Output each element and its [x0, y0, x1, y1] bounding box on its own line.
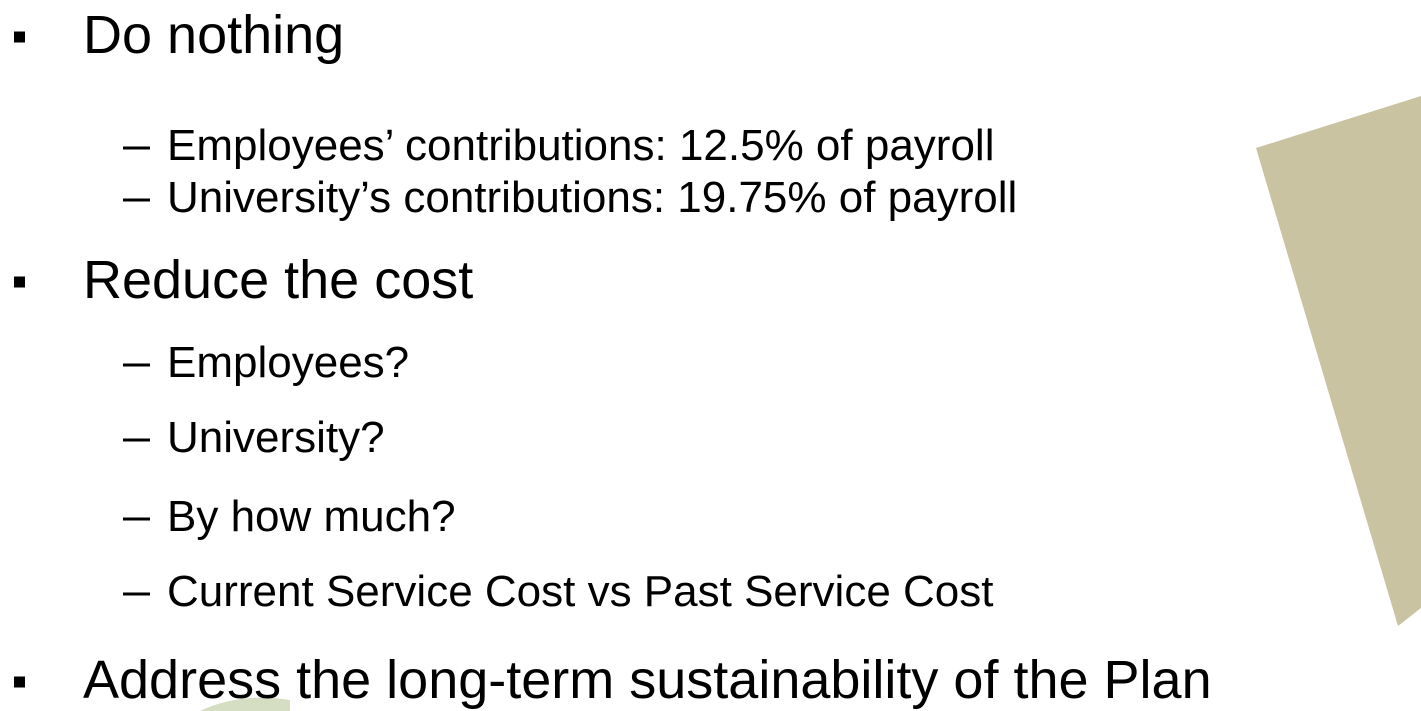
subbullet-text: Employees’ contributions: 12.5% of payro…: [167, 121, 995, 170]
subbullet-text: Employees?: [167, 338, 410, 387]
dash-marker: [123, 363, 150, 367]
subbullet-text: Current Service Cost vs Past Service Cos…: [167, 567, 994, 616]
subbullet-text: University’s contributions: 19.75% of pa…: [167, 173, 1018, 222]
bullet-text: Do nothing: [83, 5, 345, 65]
subbullet-text: University?: [167, 413, 385, 462]
bullet-marker: [14, 276, 25, 288]
subbullet-text: By how much?: [167, 492, 456, 541]
green-curve: [200, 697, 290, 711]
olive-shape: [1256, 96, 1421, 626]
dash-marker: [123, 517, 150, 521]
bullet-marker: [14, 676, 25, 688]
bullet-text: Reduce the cost: [83, 250, 474, 310]
bullet-marker: [14, 31, 25, 43]
dash-marker: [123, 438, 150, 442]
bullet-text: Address the long-term sustainability of …: [83, 650, 1212, 710]
dash-marker: [123, 198, 150, 202]
dash-marker: [123, 592, 150, 596]
dash-marker: [123, 146, 150, 150]
